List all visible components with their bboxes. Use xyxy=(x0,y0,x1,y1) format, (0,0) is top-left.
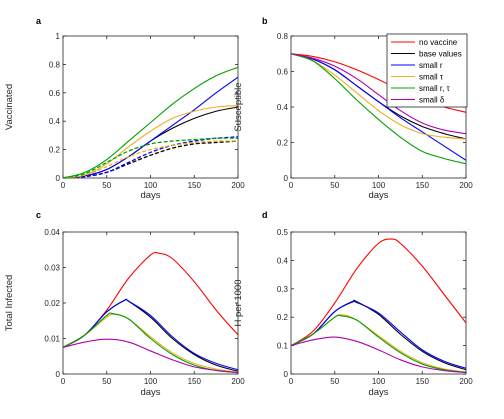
series-line xyxy=(63,312,238,374)
x-tick-label: 50 xyxy=(330,377,339,386)
y-axis-label: Vaccinated xyxy=(4,84,15,130)
series-line xyxy=(63,251,238,348)
x-tick-label: 0 xyxy=(289,377,294,386)
x-tick-label: 100 xyxy=(144,377,158,386)
x-axis-label: days xyxy=(368,387,388,398)
series-line xyxy=(63,66,238,178)
series-line xyxy=(63,298,238,372)
y-tick-label: 0.3 xyxy=(277,285,289,294)
legend-box xyxy=(386,33,468,108)
x-axis-label: days xyxy=(368,190,388,201)
series-line xyxy=(63,106,238,178)
chart-vaccinated: 0 50 100 150 200 0 0.2 0.4 0.6 0.8 1 days Vaccinated… xyxy=(4,16,245,201)
series-line xyxy=(63,298,238,371)
x-axis-label: days xyxy=(140,387,160,398)
y-tick-label: 0 xyxy=(284,370,289,379)
x-tick-label: 200 xyxy=(459,181,473,190)
y-tick-label: 0.2 xyxy=(277,139,289,148)
y-tick-label: 0.1 xyxy=(277,342,289,351)
series-line xyxy=(291,300,466,369)
x-tick-label: 0 xyxy=(61,181,66,190)
y-tick-label: 0.02 xyxy=(44,299,60,308)
legend-entry: small δ xyxy=(419,96,445,105)
x-tick-label: 50 xyxy=(330,181,339,190)
panel-label: b xyxy=(262,16,268,26)
series-line xyxy=(291,238,466,347)
chart-susceptible: 0 50 100 150 200 0 0.2 0.4 0.6 0.8 days Susceptible… xyxy=(233,16,473,201)
y-tick-label: 0.2 xyxy=(277,313,289,322)
x-tick-label: 100 xyxy=(372,181,386,190)
y-tick-label: 0.4 xyxy=(277,103,289,112)
series-line xyxy=(291,314,466,373)
y-tick-label: 0.5 xyxy=(277,228,289,237)
series-line xyxy=(291,336,466,374)
series-line xyxy=(63,338,238,374)
panel-label: c xyxy=(36,210,41,220)
series-line xyxy=(63,105,238,178)
x-tick-label: 0 xyxy=(61,377,66,386)
legend-entry: small r xyxy=(419,61,443,70)
plot-area xyxy=(62,231,239,375)
series-line-dashed xyxy=(63,140,238,178)
x-tick-label: 100 xyxy=(144,181,158,190)
y-tick-label: 0 xyxy=(56,174,61,183)
y-tick-label: 0.04 xyxy=(44,228,60,237)
chart-infected: 0 50 100 150 200 0 0.01 0.02 0.03 0.04 days Total I… xyxy=(4,210,245,398)
legend: no vaccine base values small r small τ small… xyxy=(386,33,468,108)
series-line-dashed xyxy=(63,137,238,178)
y-tick-label: 0.8 xyxy=(277,32,289,41)
series-line xyxy=(291,314,466,373)
x-tick-label: 100 xyxy=(372,377,386,386)
panel-label: a xyxy=(36,16,42,26)
series-line-dashed xyxy=(63,136,238,178)
y-tick-label: 0.4 xyxy=(49,117,61,126)
y-tick-label: 0.2 xyxy=(49,146,61,155)
plot-area xyxy=(62,35,239,179)
series-line xyxy=(291,53,466,135)
legend-entry: base values xyxy=(419,50,462,59)
series-line xyxy=(63,313,238,373)
y-tick-label: 0.03 xyxy=(44,264,60,273)
legend-entry: small τ xyxy=(419,73,444,82)
legend-entry: no vaccine xyxy=(419,38,458,47)
legend-entry: small r, τ xyxy=(419,84,451,93)
y-tick-label: 0 xyxy=(284,174,289,183)
x-tick-label: 50 xyxy=(102,181,111,190)
series-line-dashed xyxy=(63,140,238,178)
series-line xyxy=(63,76,238,178)
x-tick-label: 200 xyxy=(231,377,245,386)
panel-label: d xyxy=(262,210,268,220)
x-axis-label: days xyxy=(140,190,160,201)
y-axis-label: H per 1000 xyxy=(233,279,244,326)
y-tick-label: 0.01 xyxy=(44,335,60,344)
series-line xyxy=(291,53,466,165)
y-tick-label: 0.6 xyxy=(49,89,61,98)
x-tick-label: 200 xyxy=(459,377,473,386)
x-tick-label: 0 xyxy=(289,181,294,190)
series-line xyxy=(291,53,466,140)
y-tick-label: 0.8 xyxy=(49,60,61,69)
plot-area xyxy=(290,231,467,375)
y-tick-label: 1 xyxy=(56,32,61,41)
y-axis-label: Susceptible xyxy=(233,82,244,131)
x-tick-label: 150 xyxy=(188,377,202,386)
x-tick-label: 50 xyxy=(102,377,111,386)
x-tick-label: 200 xyxy=(231,181,245,190)
x-tick-label: 150 xyxy=(416,377,430,386)
series-line xyxy=(291,53,466,161)
y-tick-label: 0 xyxy=(56,370,61,379)
y-tick-label: 0.4 xyxy=(277,256,289,265)
y-tick-label: 0.6 xyxy=(277,68,289,77)
chart-hospital: 0 50 100 150 200 0 0.1 0.2 0.3 0.4 0.5 days H per 10… xyxy=(233,210,473,398)
x-tick-label: 150 xyxy=(416,181,430,190)
y-axis-label: Total Infected xyxy=(4,275,15,332)
x-tick-label: 150 xyxy=(188,181,202,190)
